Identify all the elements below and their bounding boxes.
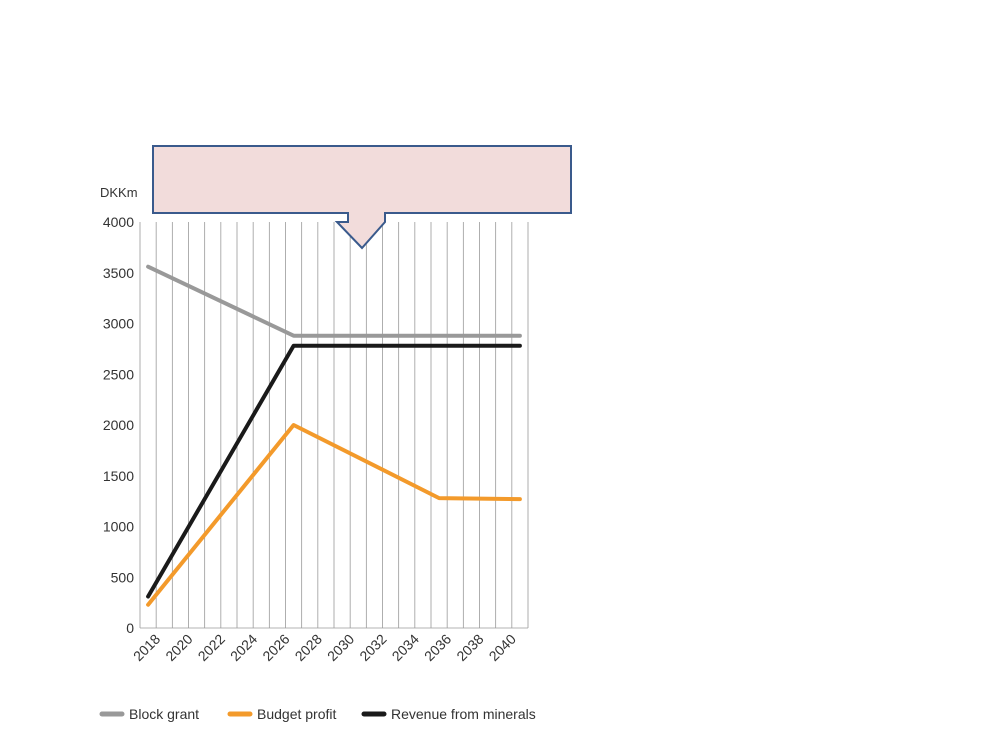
x-tick-2040: 2040 (486, 631, 519, 664)
series-line-2 (146, 343, 522, 599)
y-tick-3500: 3500 (103, 265, 134, 281)
series-lines (146, 264, 522, 607)
legend-label-1: Budget profit (257, 706, 336, 722)
x-tick-2026: 2026 (259, 631, 292, 664)
x-tick-labels: 2018202020222024202620282030203220342036… (130, 631, 519, 664)
legend-label-2: Revenue from minerals (391, 706, 536, 722)
callout-box (152, 145, 572, 250)
y-tick-0: 0 (126, 620, 134, 636)
y-tick-1500: 1500 (103, 468, 134, 484)
x-tick-2028: 2028 (292, 631, 325, 664)
x-tick-2020: 2020 (162, 631, 195, 664)
x-tick-2022: 2022 (195, 631, 228, 664)
y-axis-unit-label: DKKm (100, 185, 138, 200)
y-tick-3000: 3000 (103, 316, 134, 332)
x-tick-2034: 2034 (389, 631, 422, 664)
y-tick-500: 500 (111, 569, 135, 585)
legend-label-0: Block grant (129, 706, 199, 722)
x-tick-2030: 2030 (324, 631, 357, 664)
y-tick-2000: 2000 (103, 417, 134, 433)
x-tick-2038: 2038 (453, 631, 486, 664)
series-line-0 (146, 264, 522, 338)
y-tick-labels: 0 500 1000 1500 2000 2500 3000 3500 4000 (103, 214, 134, 636)
y-tick-2500: 2500 (103, 366, 134, 382)
series-line-1 (146, 423, 522, 607)
grid-lines (139, 222, 529, 629)
y-tick-4000: 4000 (103, 214, 134, 230)
y-tick-1000: 1000 (103, 519, 134, 535)
x-tick-2032: 2032 (356, 631, 389, 664)
callout-arrow-box (152, 145, 572, 250)
legend: Block grant Budget profit Revenue from min… (99, 706, 536, 722)
x-tick-2036: 2036 (421, 631, 454, 664)
x-tick-2018: 2018 (130, 631, 163, 664)
x-tick-2024: 2024 (227, 631, 260, 664)
